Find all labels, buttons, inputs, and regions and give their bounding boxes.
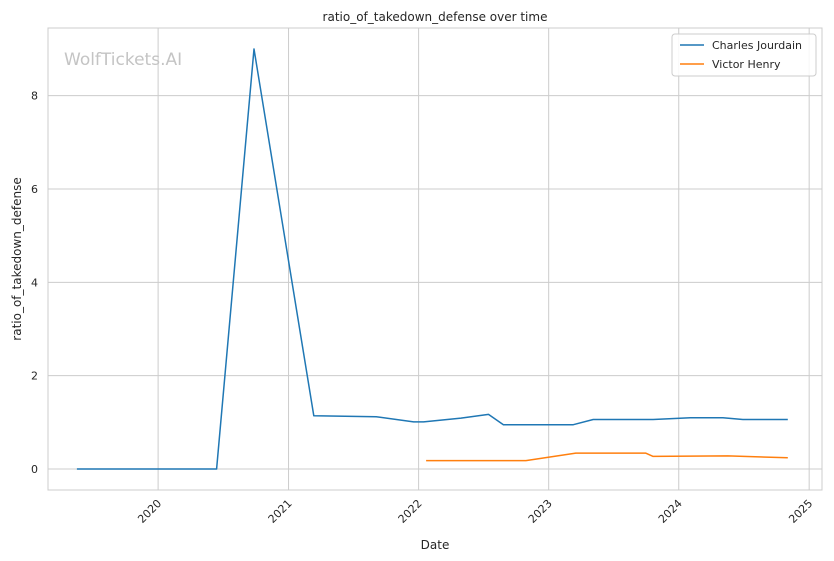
legend-label-victor-henry: Victor Henry xyxy=(712,58,781,71)
series-line-charles-jourdain xyxy=(76,48,788,470)
y-tick-label: 6 xyxy=(31,183,38,196)
x-axis-title: Date xyxy=(421,538,450,552)
legend-label-charles-jourdain: Charles Jourdain xyxy=(712,39,802,52)
y-tick-label: 4 xyxy=(31,276,38,289)
series-line-victor-henry xyxy=(426,452,788,462)
chart-title: ratio_of_takedown_defense over time xyxy=(323,10,548,24)
y-axis-ticks: 0 2 4 6 8 xyxy=(31,90,38,476)
y-tick-label: 2 xyxy=(31,370,38,383)
watermark: WolfTickets.AI xyxy=(64,50,182,70)
series-layer xyxy=(76,48,788,470)
plot-frame xyxy=(47,27,823,491)
legend-box xyxy=(671,33,817,77)
y-axis-title: ratio_of_takedown_defense xyxy=(10,177,24,340)
legend: Charles Jourdain Victor Henry xyxy=(671,33,817,77)
y-tick-label: 0 xyxy=(31,463,38,476)
y-tick-label: 8 xyxy=(31,90,38,103)
